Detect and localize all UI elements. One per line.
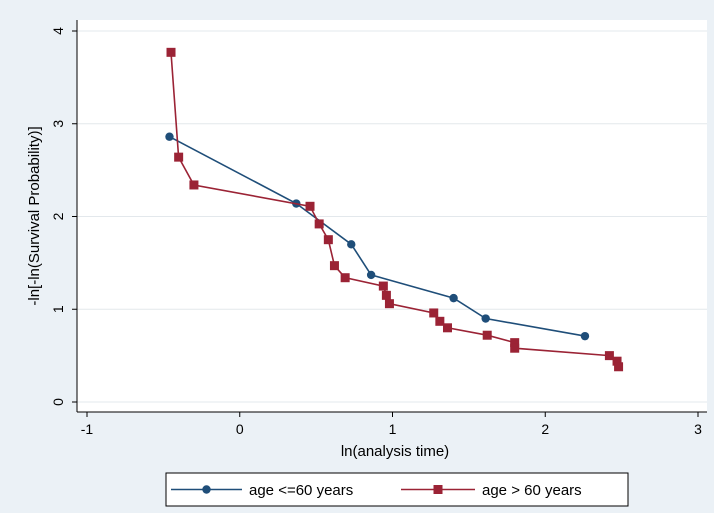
legend-item: age > 60 years	[401, 482, 582, 499]
x-tick-label: 1	[389, 421, 397, 437]
data-point	[481, 314, 490, 323]
legend-box	[165, 472, 629, 507]
legend-label: age <=60 years	[249, 482, 353, 499]
y-tick-label: 1	[50, 305, 66, 313]
data-point	[329, 261, 339, 271]
data-point	[174, 152, 184, 162]
data-point	[604, 351, 614, 361]
data-point	[449, 293, 458, 303]
data-point	[166, 47, 176, 57]
series-2	[166, 47, 624, 372]
data-point	[384, 299, 394, 309]
legend: age <=60 years age > 60 years	[165, 472, 629, 507]
x-axis-label: ln(analysis time)	[341, 443, 449, 460]
axis-ticks: 0 1 2 3 4 -1 0 1 2 3	[50, 27, 702, 437]
data-point	[442, 323, 452, 333]
data-point	[378, 281, 388, 291]
x-tick-label: -1	[81, 421, 94, 437]
data-point	[323, 235, 333, 245]
y-tick-label: 3	[50, 120, 66, 128]
x-tick-label: 3	[694, 421, 702, 437]
data-point	[614, 362, 624, 372]
data-point	[510, 343, 520, 353]
legend-marker	[202, 485, 211, 494]
data-point	[435, 316, 445, 326]
legend-label: age > 60 years	[482, 482, 582, 499]
x-tick-label: 0	[236, 421, 244, 437]
data-point	[340, 273, 350, 283]
data-point	[189, 180, 199, 190]
y-tick-label: 0	[50, 398, 66, 406]
y-tick-label: 4	[50, 27, 66, 35]
legend-marker	[433, 485, 443, 494]
data-point	[305, 201, 315, 211]
data-point	[612, 356, 622, 366]
data-point	[381, 290, 391, 300]
data-point	[429, 308, 439, 318]
data-point	[510, 338, 520, 348]
data-point	[482, 330, 492, 340]
data-point	[165, 132, 174, 141]
series-layer	[165, 47, 624, 372]
data-point	[347, 240, 356, 249]
data-point	[314, 219, 324, 229]
grid-lines	[77, 30, 707, 403]
y-axis-label: -ln[-ln(Survival Probability)]	[26, 126, 43, 305]
legend-item: age <=60 years	[171, 482, 353, 499]
x-tick-label: 2	[541, 421, 549, 437]
data-point	[580, 331, 590, 341]
y-tick-label: 2	[50, 212, 66, 220]
data-point	[366, 270, 376, 280]
